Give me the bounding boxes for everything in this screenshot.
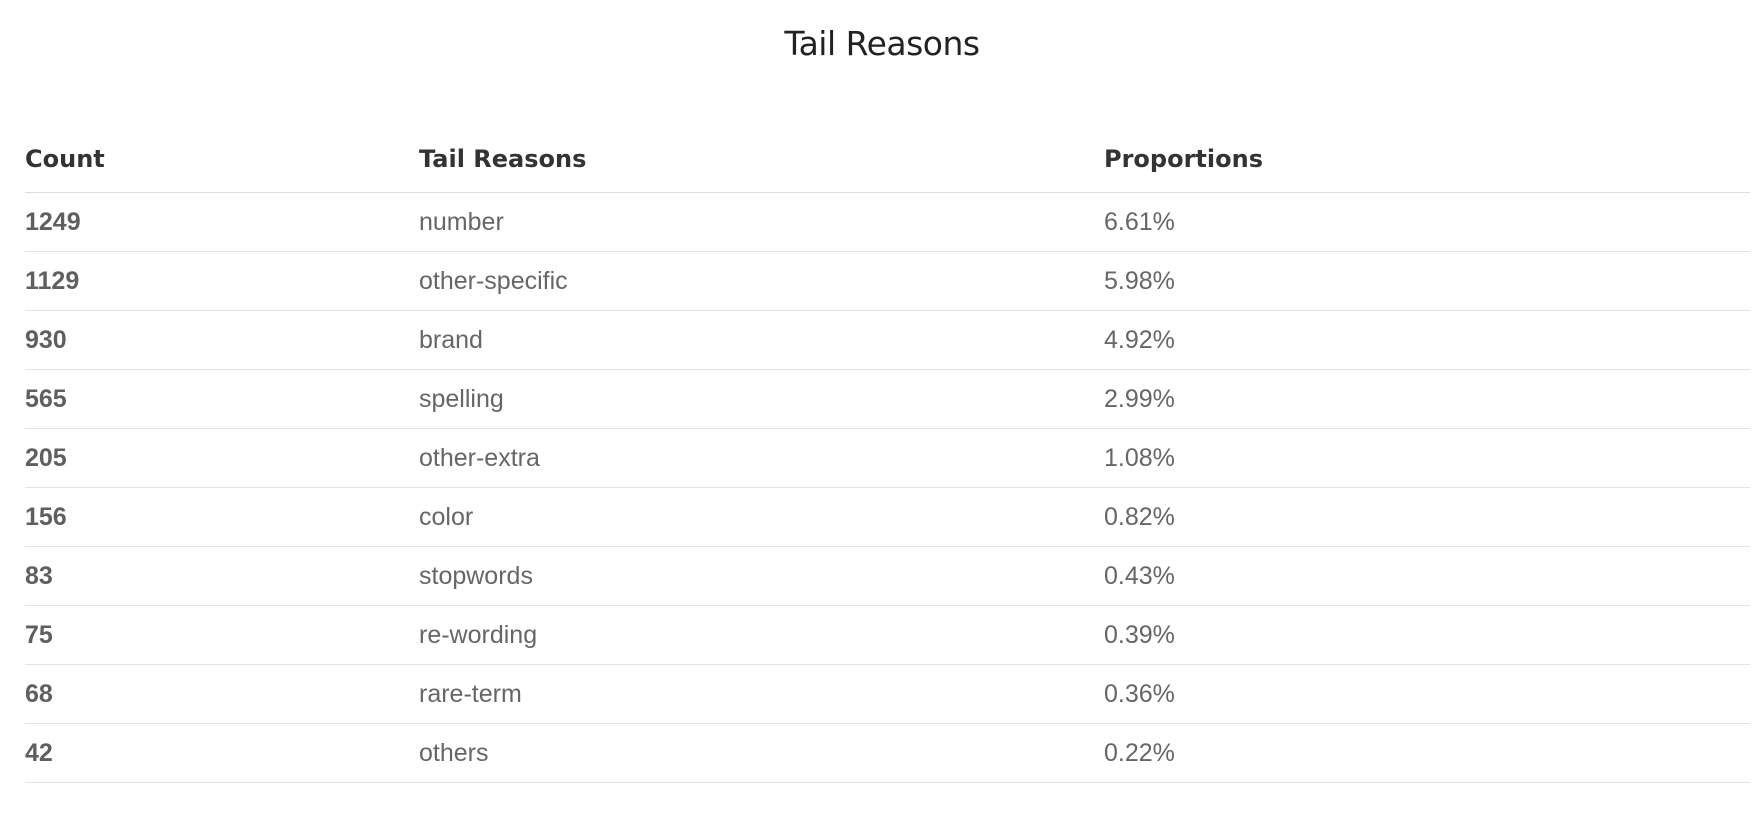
proportion-cell: 0.39% xyxy=(1104,605,1750,665)
table-row: 75 re-wording 0.39% xyxy=(25,605,1750,665)
count-cell: 205 xyxy=(25,428,419,488)
proportion-cell: 0.22% xyxy=(1104,723,1750,783)
count-cell: 1249 xyxy=(25,192,419,252)
count-cell: 930 xyxy=(25,310,419,370)
table-row: 42 others 0.22% xyxy=(25,723,1750,783)
proportion-cell: 0.43% xyxy=(1104,546,1750,606)
count-cell: 1129 xyxy=(25,251,419,311)
table-row: 1129 other-specific 5.98% xyxy=(25,251,1750,311)
table-row: 565 spelling 2.99% xyxy=(25,369,1750,429)
column-header-proportions: Proportions xyxy=(1104,125,1750,193)
table-row: 1249 number 6.61% xyxy=(25,192,1750,252)
proportion-cell: 5.98% xyxy=(1104,251,1750,311)
reason-cell: other-extra xyxy=(419,428,1104,488)
table-row: 68 rare-term 0.36% xyxy=(25,664,1750,724)
proportion-cell: 4.92% xyxy=(1104,310,1750,370)
reason-cell: brand xyxy=(419,310,1104,370)
tail-reasons-table: Count Tail Reasons Proportions 1249 numb… xyxy=(25,125,1750,783)
reason-cell: spelling xyxy=(419,369,1104,429)
count-cell: 565 xyxy=(25,369,419,429)
proportion-cell: 0.36% xyxy=(1104,664,1750,724)
proportion-cell: 0.82% xyxy=(1104,487,1750,547)
table-row: 83 stopwords 0.43% xyxy=(25,546,1750,606)
count-cell: 68 xyxy=(25,664,419,724)
column-header-tail-reasons: Tail Reasons xyxy=(419,125,1104,193)
reason-cell: others xyxy=(419,723,1104,783)
proportion-cell: 6.61% xyxy=(1104,192,1750,252)
proportion-cell: 2.99% xyxy=(1104,369,1750,429)
proportion-cell: 1.08% xyxy=(1104,428,1750,488)
count-cell: 75 xyxy=(25,605,419,665)
table-row: 156 color 0.82% xyxy=(25,487,1750,547)
reason-cell: other-specific xyxy=(419,251,1104,311)
page-title: Tail Reasons xyxy=(784,24,980,63)
table-row: 205 other-extra 1.08% xyxy=(25,428,1750,488)
reason-cell: color xyxy=(419,487,1104,547)
count-cell: 42 xyxy=(25,723,419,783)
table-row: 930 brand 4.92% xyxy=(25,310,1750,370)
reason-cell: rare-term xyxy=(419,664,1104,724)
reason-cell: re-wording xyxy=(419,605,1104,665)
reason-cell: number xyxy=(419,192,1104,252)
table-header-row: Count Tail Reasons Proportions xyxy=(25,125,1750,193)
count-cell: 83 xyxy=(25,546,419,606)
reason-cell: stopwords xyxy=(419,546,1104,606)
count-cell: 156 xyxy=(25,487,419,547)
column-header-count: Count xyxy=(25,125,419,193)
